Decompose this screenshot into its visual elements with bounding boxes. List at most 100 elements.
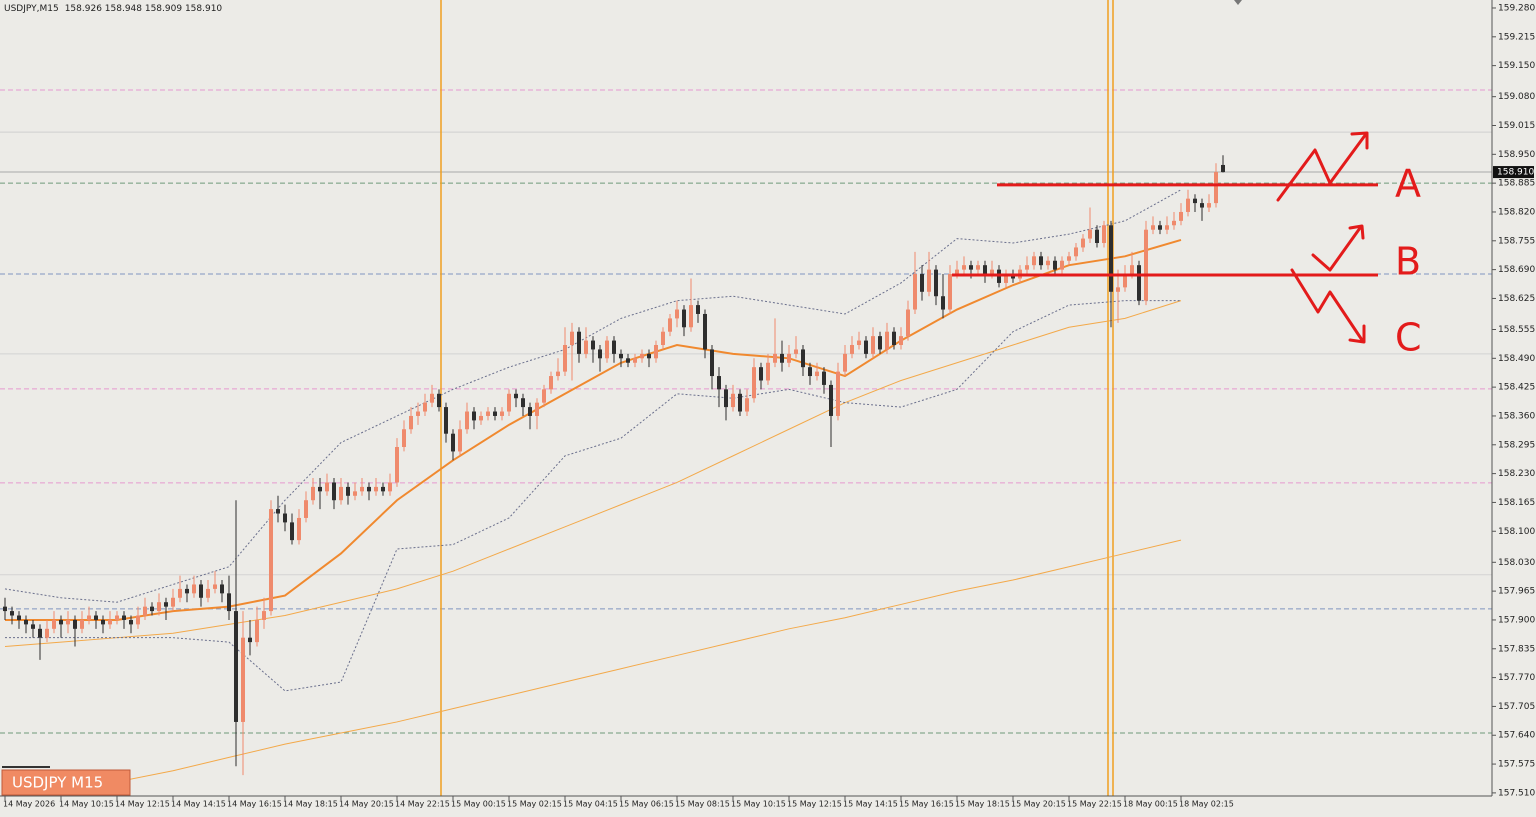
x-tick-label: 14 May 10:15 (59, 800, 114, 809)
candle-body (808, 367, 812, 377)
candle-body (689, 305, 693, 328)
arrow-b (1311, 224, 1365, 272)
candle-body (248, 637, 252, 643)
candle-body (73, 619, 77, 629)
candle-body (220, 584, 224, 594)
candle-body (612, 340, 616, 354)
candle-body (150, 606, 154, 612)
scenario-arrows (1276, 131, 1369, 344)
indicator-line (5, 300, 1181, 692)
x-tick-label: 14 May 2026 (3, 800, 55, 809)
candle-body (542, 389, 546, 403)
y-tick-label: 158.490 (1498, 354, 1535, 364)
x-tick-label: 18 May 00:15 (1123, 800, 1178, 809)
scenario-lines (952, 183, 1378, 277)
candle-body (234, 611, 238, 722)
candle-body (871, 336, 875, 354)
candle-body (80, 619, 84, 629)
x-tick-label: 18 May 02:15 (1179, 800, 1234, 809)
candle-body (528, 407, 532, 416)
candle-body (696, 305, 700, 314)
candle-body (1165, 225, 1169, 230)
candle-body (311, 486, 315, 501)
y-tick-label: 157.965 (1498, 587, 1535, 597)
x-tick-label: 15 May 10:15 (731, 800, 786, 809)
candle-body (857, 340, 861, 346)
candle-body (486, 411, 490, 416)
candle-body (367, 486, 371, 492)
candle-body (948, 274, 952, 310)
candle-body (3, 606, 7, 612)
candle-body (199, 584, 203, 598)
candle-body (969, 265, 973, 270)
candle-body (430, 393, 434, 403)
candle-body (556, 371, 560, 377)
candle-body (766, 362, 770, 381)
candle-body (626, 358, 630, 363)
candle-body (703, 313, 707, 350)
candle-body (101, 619, 105, 625)
candles (3, 155, 1225, 776)
x-tick-label: 15 May 08:15 (675, 800, 730, 809)
x-tick-label: 15 May 18:15 (955, 800, 1010, 809)
candle-body (500, 411, 504, 416)
candle-body (437, 393, 441, 408)
candle-body (241, 637, 245, 722)
y-tick-label: 157.835 (1498, 644, 1535, 654)
candle-body (346, 486, 350, 496)
candle-body (584, 340, 588, 354)
y-tick-label: 158.425 (1498, 383, 1535, 393)
x-tick-label: 15 May 14:15 (843, 800, 898, 809)
candle-body (409, 415, 413, 430)
candle-body (283, 513, 287, 523)
arrow-c (1290, 268, 1366, 344)
y-tick-label: 159.215 (1498, 32, 1535, 42)
candle-body (759, 367, 763, 381)
candle-body (878, 336, 882, 350)
candle-body (752, 367, 756, 399)
candle-body (717, 376, 721, 390)
candle-body (990, 269, 994, 275)
candle-body (38, 628, 42, 638)
candle-body (1074, 247, 1078, 257)
candle-body (31, 624, 35, 629)
candle-body (892, 331, 896, 346)
y-tick-label: 158.885 (1498, 179, 1535, 189)
candle-body (1186, 198, 1190, 212)
y-tick-label: 159.015 (1498, 121, 1535, 131)
last-price-box (1493, 166, 1534, 179)
candle-body (465, 411, 469, 430)
candle-body (1025, 265, 1029, 270)
candle-body (619, 353, 623, 359)
candle-body (353, 491, 357, 496)
candle-body (1095, 229, 1099, 244)
candle-body (1151, 225, 1155, 230)
candle-body (1053, 260, 1057, 270)
y-tick-label: 157.900 (1498, 615, 1535, 625)
candle-body (87, 615, 91, 620)
last-price-label: 158.910 (1497, 168, 1534, 178)
candle-body (332, 482, 336, 501)
x-tick-label: 15 May 20:15 (1011, 800, 1066, 809)
candle-body (591, 340, 595, 350)
y-tick-label: 158.690 (1498, 265, 1535, 275)
candle-body (955, 269, 959, 275)
candle-body (507, 393, 511, 412)
x-tick-label: 14 May 18:15 (283, 800, 338, 809)
candle-body (633, 358, 637, 363)
y-tick-label: 158.295 (1498, 440, 1535, 450)
candle-body (1116, 287, 1120, 292)
candle-body (654, 345, 658, 359)
candle-body (563, 345, 567, 372)
y-tick-label: 158.100 (1498, 527, 1535, 537)
candle-body (934, 269, 938, 297)
candle-body (157, 602, 161, 612)
candle-body (269, 509, 273, 612)
indicators (4, 189, 1182, 783)
y-tick-label: 158.360 (1498, 411, 1535, 421)
candle-body (276, 509, 280, 514)
candle-body (899, 336, 903, 346)
candle-body (493, 411, 497, 416)
candle-body (731, 393, 735, 408)
candle-body (122, 615, 126, 620)
